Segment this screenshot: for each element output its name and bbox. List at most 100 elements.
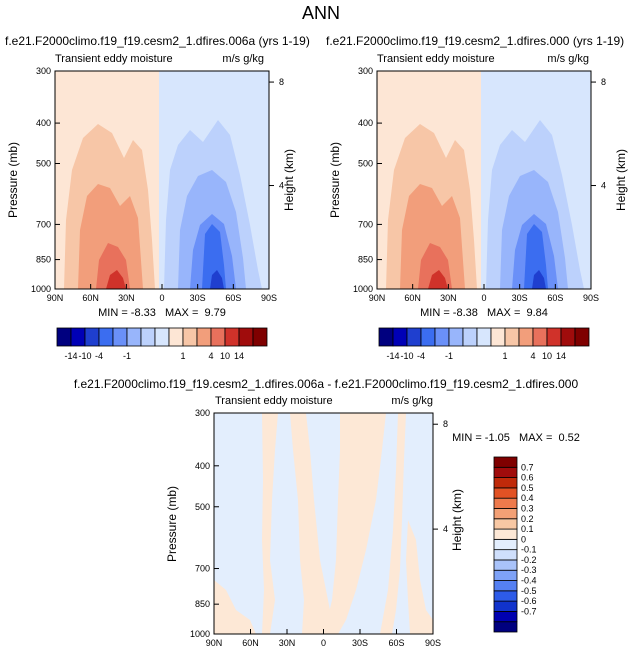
panel-3-y-ticks: 300 400 500 700 850 1000 xyxy=(190,408,219,639)
panel-3-x-tick-label: 60S xyxy=(388,638,404,648)
panel-2-neg-contour-5 xyxy=(532,270,546,289)
panel-3-y-tick-label: 500 xyxy=(195,502,210,512)
panel-2-pos-contour-4 xyxy=(428,270,448,289)
panel-3-colorbar-label: -0.1 xyxy=(521,545,537,555)
panel-3-colorbar-box xyxy=(493,487,518,499)
panel-1-colorbar-box xyxy=(210,327,226,347)
panel-3-y-tick-label: 300 xyxy=(195,408,210,418)
panel-2-colorbar-box xyxy=(392,327,408,347)
panel-2-x-tick-label: 30S xyxy=(512,293,528,303)
panel-3-colorbar-label: -0.5 xyxy=(521,586,537,596)
panel-3-colorbar-box xyxy=(493,590,518,602)
panel-2-colorbar-label: -4 xyxy=(417,351,425,361)
panel-3-colorbar-label: -0.2 xyxy=(521,555,537,565)
panel-3-y-tick-label: 850 xyxy=(195,599,210,609)
panel-1-x-tick-label: 0 xyxy=(159,293,164,303)
panel-3-title: f.e21.F2000climo.f19_f19.cesm2_1.dfires.… xyxy=(74,377,579,391)
panel-3-x-tick-label: 0 xyxy=(321,638,326,648)
panel-1-y-tick-label: 850 xyxy=(36,255,51,265)
panel-2-y2label: Height (km) xyxy=(614,149,628,211)
panel-3-colorbar-box xyxy=(493,508,518,520)
panel-2-colorbar-label: 10 xyxy=(542,351,552,361)
panel-3-pos-patch-2 xyxy=(290,413,335,634)
panel-3-x-tick-label: 60N xyxy=(242,638,259,648)
panel-1-colorbar-box xyxy=(154,327,170,347)
panel-1-pos-contour-2 xyxy=(78,184,143,289)
panel-1-x-tick-label: 90S xyxy=(261,293,277,303)
panel-2-pos-contour-2 xyxy=(400,184,465,289)
panel-3-y-tick-label: 1000 xyxy=(190,629,210,639)
panel-1-ylabel: Pressure (mb) xyxy=(6,142,20,218)
panel-3-x-ticks: 90N 60N 30N 0 30S 60S 90S xyxy=(206,629,441,648)
panel-3-x-tick-label: 30S xyxy=(352,638,368,648)
panel-2-colorbar-box xyxy=(420,327,436,347)
panel-1-colorbar-label: 4 xyxy=(208,351,213,361)
panel-1-colorbar-label: -1 xyxy=(123,351,131,361)
panel-2-x-tick-label: 0 xyxy=(481,293,486,303)
panel-2-colorbar-box xyxy=(532,327,548,347)
panel-2-height-tick-label: 4 xyxy=(601,181,606,191)
panel-1-x-tick-label: 60S xyxy=(225,293,241,303)
panel-1-x-ticks: 90N 60N 30N 0 30S 60S 90S xyxy=(47,284,277,303)
panel-1-colorbar-box xyxy=(196,327,212,347)
panel-3-colorbar-box xyxy=(493,466,518,478)
panel-3-y-tick-label: 700 xyxy=(195,564,210,574)
panel-1-x-tick-label: 60N xyxy=(82,293,99,303)
panel-1-x-tick-label: 90N xyxy=(47,293,64,303)
panel-2-colorbar-box xyxy=(448,327,464,347)
panel-3-colorbar-label: 0.4 xyxy=(521,493,534,503)
panel-2-colorbar-box xyxy=(476,327,492,347)
panel-3-left-string: Transient eddy moisture xyxy=(215,395,333,407)
panel-1-colorbar-box xyxy=(252,327,268,347)
panel-2-colorbar-box xyxy=(504,327,520,347)
panel-2-y-tick-label: 500 xyxy=(358,158,373,168)
panel-1-colorbar-box xyxy=(182,327,198,347)
panel-2-x-tick-label: 90N xyxy=(369,293,386,303)
panel-2-x-ticks: 90N 60N 30N 0 30S 60S 90S xyxy=(369,284,599,303)
panel-3-ylabel: Pressure (mb) xyxy=(165,486,179,562)
panel-3-colorbar-box xyxy=(493,549,518,561)
panel-3-colorbar-label: 0.5 xyxy=(521,483,534,493)
panel-1-pos-contour-4 xyxy=(106,270,126,289)
panel-1-colorbar-label: -14 xyxy=(64,351,77,361)
panel-2-colorbar-label: -1 xyxy=(445,351,453,361)
panel-2-x-tick-label: 60S xyxy=(547,293,563,303)
panel-2-y-tick-label: 700 xyxy=(358,219,373,229)
panel-2-neg-contour-4 xyxy=(524,224,548,289)
panel-1-colorbar-box xyxy=(98,327,114,347)
panel-3-x-tick-label: 90S xyxy=(425,638,441,648)
panel-1-y-ticks: 300 400 500 700 850 1000 xyxy=(31,66,60,294)
panel-3-colorbar-label: -0.3 xyxy=(521,565,537,575)
panel-1-height-ticks: 84 xyxy=(269,77,284,191)
panel-2-left-string: Transient eddy moisture xyxy=(377,53,495,65)
panel-3-colorbar-box xyxy=(493,569,518,581)
panel-3-colorbar-label: 0.3 xyxy=(521,503,534,513)
panel-1-colorbar-box xyxy=(224,327,240,347)
panel-2-colorbar-label: 14 xyxy=(556,351,566,361)
panel-3-colorbar-label: 0.6 xyxy=(521,473,534,483)
panel-1-colorbar-box xyxy=(70,327,86,347)
panel-3-colorbar-box xyxy=(493,559,518,571)
panel-3-height-ticks: 84 xyxy=(433,419,448,534)
panel-2: f.e21.F2000climo.f19_f19.cesm2_1.dfires.… xyxy=(326,34,628,361)
panel-3-colorbar-box xyxy=(493,518,518,530)
panel-3-right-string: m/s g/kg xyxy=(391,395,433,407)
panel-3-colorbar-label: -0.4 xyxy=(521,576,537,586)
panel-1-title: f.e21.F2000climo.f19_f19.cesm2_1.dfires.… xyxy=(5,34,310,48)
panel-1-colorbar-box xyxy=(84,327,100,347)
panel-3-y-tick-label: 400 xyxy=(195,461,210,471)
panel-2-right-string: m/s g/kg xyxy=(547,53,589,65)
panel-3-colorbar-label: 0.2 xyxy=(521,514,534,524)
panel-1-neg-contour-5 xyxy=(210,270,224,289)
panel-2-colorbar-label: 4 xyxy=(530,351,535,361)
panel-1-min-max: MIN = -8.33 MAX = 9.79 xyxy=(98,307,226,319)
panel-3-pos-patch-4 xyxy=(380,413,406,634)
panel-1-y-tick-label: 300 xyxy=(36,66,51,76)
panel-3-colorbar: 0.70.60.50.40.30.20.10-0.1-0.2-0.3-0.4-0… xyxy=(493,456,537,633)
panel-1-neg-contour-4 xyxy=(202,224,226,289)
panel-1-colorbar-label: -10 xyxy=(78,351,91,361)
panel-3-colorbar-box xyxy=(493,477,518,489)
panel-1: f.e21.F2000climo.f19_f19.cesm2_1.dfires.… xyxy=(5,34,310,361)
figure-title: ANN xyxy=(302,3,340,23)
